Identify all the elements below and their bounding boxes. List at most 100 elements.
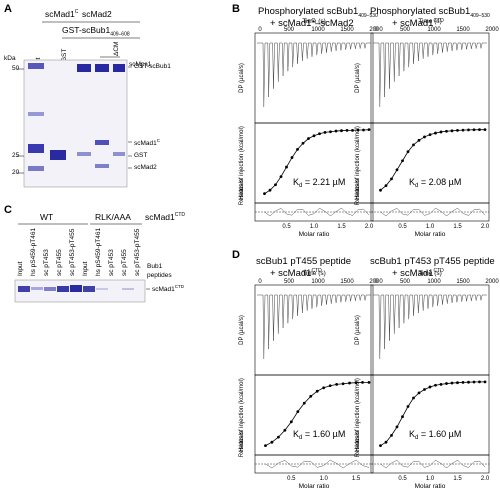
molar-tick-label: 1.5 [453,224,462,230]
panel-label-b: B [232,3,240,15]
time-tick-label: 2000 [369,279,383,285]
time-tick-label: 2000 [485,279,499,285]
kd-label: Kd = 1.60 µM [409,429,461,441]
data-point [307,137,310,140]
data-point [328,384,332,388]
data-point [296,410,300,413]
data-point [423,388,426,391]
time-tick-label: 2000 [369,27,383,33]
time-tick-label: 500 [284,279,295,285]
time-tick-label: 1000 [311,279,325,285]
data-point [340,129,343,133]
data-point [406,405,410,408]
b-right-title-2: + scMad1CTD [392,18,444,30]
label-mad1ctd: scMad1CTD [145,212,186,222]
header-mad2: scMad2 [82,9,112,19]
data-point [417,391,421,395]
band-mad1ctd: scMad1CTD [152,284,185,294]
time-tick-label: 1500 [340,279,354,285]
time-axis-label: Time (s) [418,270,442,277]
time-axis-label: Time (s) [302,18,326,25]
data-point [412,396,415,400]
time-tick-label: 1500 [340,27,354,33]
peptides-label-2: peptides [147,272,172,279]
time-tick-label: 1000 [427,279,441,285]
thermogram-trace [257,294,371,360]
time-tick-label: 0 [258,279,262,285]
data-point [423,135,426,139]
time-tick-label: 1500 [456,279,470,285]
data-point [348,381,351,385]
d-right-title-2: + scMad1CTD [392,268,444,280]
molar-tick-label: 0.5 [287,476,296,482]
data-point [277,435,280,439]
band-gst-bub1: GST-scBub1 [134,63,171,70]
data-point [467,128,470,132]
b-left-title-2: + scMad1C–scMad2 [270,18,354,30]
data-point [439,383,443,386]
data-point [401,415,404,419]
time-tick-label: 1000 [311,27,325,33]
band-gst: GST [134,152,148,159]
time-tick-label: 1000 [427,27,441,33]
data-point [301,141,305,145]
data-point [323,131,327,134]
data-point [356,128,360,132]
data-point [302,401,306,405]
molar-tick-label: 1.0 [426,476,435,482]
data-point [351,128,354,132]
molar-tick-label: 1.5 [352,476,361,482]
data-point [428,385,432,389]
data-point [362,128,365,132]
data-point [384,440,388,444]
panel-label-d: D [232,249,240,261]
data-point [367,128,371,132]
residuals-axis-label: Residuals [355,179,361,205]
time-tick-label: 2000 [485,27,499,33]
time-tick-label: 1500 [456,27,470,33]
data-point [483,380,487,384]
dp-axis-label: DP (µcal/s) [239,315,245,345]
data-point [461,380,465,384]
data-point [434,131,437,135]
data-point [461,128,465,132]
data-point [361,380,364,384]
label-mps1: scMps1 [129,61,152,68]
data-point [379,444,382,447]
molar-tick-label: 1.0 [320,476,329,482]
group-rlk: RLK/AAA [95,212,131,222]
header-mad1: scMad1C [45,9,79,19]
data-point [472,128,476,132]
data-point [395,425,399,429]
data-point [478,380,481,384]
data-point [445,382,448,385]
data-point [268,188,272,192]
data-point [379,188,382,192]
data-point [312,134,316,138]
data-point [318,132,321,136]
residuals-trace [380,459,486,469]
data-point [283,428,287,432]
data-point [412,143,415,147]
data-point [456,128,459,132]
d-left-title-1: scBub1 pT455 peptide [256,256,352,267]
time-axis-label: Time (s) [418,18,442,25]
marker-20: 20 [12,169,20,176]
band-mad2: scMad2 [134,164,157,171]
data-point [456,381,459,385]
data-point [450,129,454,133]
residuals-trace [265,459,370,469]
time-tick-label: 0 [374,279,378,285]
data-point [290,156,294,159]
dp-axis-label: DP (µcal/s) [239,63,245,93]
molar-tick-label: 1.0 [426,224,435,230]
kd-label: Kd = 2.08 µM [409,177,461,189]
molar-tick-label: 0.5 [282,224,291,230]
marker-50: 50 [12,65,20,72]
time-tick-label: 500 [400,279,411,285]
time-axis-label: Time (s) [302,270,326,277]
data-point [395,168,399,172]
data-point [354,381,358,385]
